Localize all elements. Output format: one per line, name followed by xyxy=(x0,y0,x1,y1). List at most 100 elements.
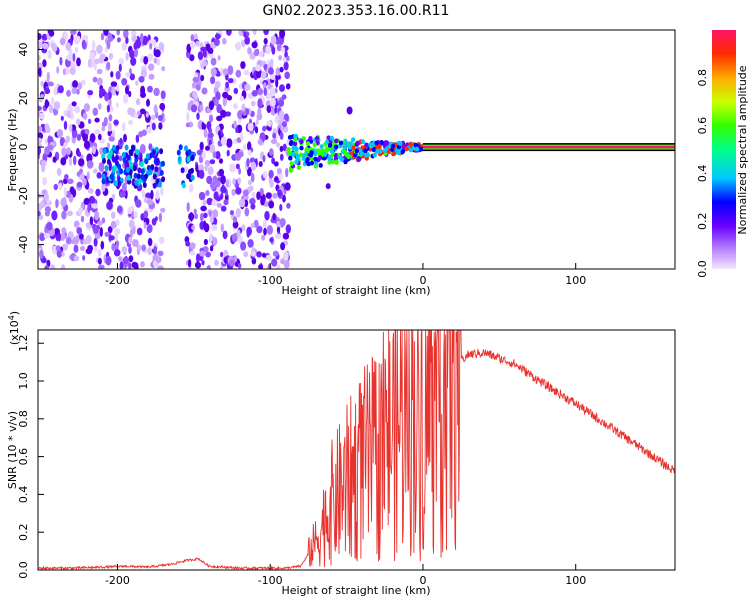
spectrogram-noise-blob xyxy=(250,203,256,210)
spectrogram-noise-blob xyxy=(203,128,208,138)
spectrogram-noise-blob xyxy=(195,40,200,47)
spectrogram-noise-blob xyxy=(95,188,101,197)
spectrogram-core-blob xyxy=(157,181,162,188)
spectrogram-noise-blob xyxy=(128,255,134,263)
spectrogram-noise-blob xyxy=(225,179,229,188)
spectrogram-noise-blob xyxy=(265,192,272,199)
spectrogram-noise-blob xyxy=(55,198,59,209)
spectrogram-noise-blob xyxy=(183,166,189,174)
spectrogram-noise-blob xyxy=(272,132,277,139)
spectrogram-noise-blob xyxy=(200,74,205,82)
spectrogram-noise-blob xyxy=(238,168,242,175)
spectrogram-noise-blob xyxy=(271,258,278,267)
spectrogram-noise-blob xyxy=(263,37,268,45)
spectrogram-noise-blob xyxy=(232,216,238,223)
spectrogram-noise-blob xyxy=(42,176,47,186)
spectrogram-noise-blob xyxy=(108,35,114,43)
spectrogram-core-blob xyxy=(124,144,129,151)
spectrogram-noise-blob xyxy=(129,73,135,81)
spectrogram-noise-blob xyxy=(113,249,121,257)
spectrogram-noise-blob xyxy=(152,39,157,48)
spectrogram-band-blob xyxy=(357,148,363,154)
spectrogram-noise-blob xyxy=(119,191,126,198)
spectrogram-core-blob xyxy=(190,174,195,181)
spectrogram-x-label: Height of straight line (km) xyxy=(281,284,430,297)
spectrogram-noise-blob xyxy=(153,87,160,97)
spectrogram-noise-blob xyxy=(157,250,164,257)
spectrogram-noise-blob xyxy=(244,199,249,208)
spectrogram-noise-blob xyxy=(185,241,191,247)
spectrogram-core-blob xyxy=(135,149,140,155)
spectrogram-noise-blob xyxy=(116,30,120,36)
spectrogram-noise-blob xyxy=(61,210,67,220)
spectrogram-noise-blob xyxy=(96,68,103,75)
spectrogram-noise-blob xyxy=(207,132,214,139)
spectrogram-noise-blob xyxy=(270,35,277,46)
spectrogram-noise-blob xyxy=(79,174,85,180)
spectrogram-noise-blob xyxy=(260,71,267,80)
spectrogram-noise-blob xyxy=(38,33,42,40)
spectrogram-noise-blob xyxy=(139,108,146,115)
spectrogram-noise-blob xyxy=(250,161,257,171)
spectrogram-noise-blob xyxy=(269,148,274,157)
spectrogram-noise-blob xyxy=(38,203,43,212)
spectrogram-noise-blob xyxy=(201,60,208,67)
spectrogram-noise-blob xyxy=(228,259,236,267)
spectrogram-noise-blob xyxy=(266,120,272,127)
spectrogram-noise-blob xyxy=(223,249,229,258)
spectrogram-core-blob xyxy=(152,149,156,156)
spectrogram-noise-blob xyxy=(223,199,229,206)
spectrogram-noise-blob xyxy=(128,236,133,245)
spectrogram-noise-blob xyxy=(220,67,224,76)
spectrogram-core-blob xyxy=(128,161,133,168)
spectrogram-band-blob xyxy=(313,151,318,157)
spectrogram-band-blob xyxy=(356,157,361,162)
spectrogram-noise-blob xyxy=(89,51,96,62)
spectrogram-core-blob xyxy=(101,178,106,185)
spectrogram-noise-blob xyxy=(59,138,64,147)
spectrogram-noise-blob xyxy=(138,76,145,83)
spectrogram-noise-blob xyxy=(91,203,98,209)
spectrogram-noise-blob xyxy=(127,120,134,125)
spectrogram-noise-blob xyxy=(155,256,162,264)
spectrogram-noise-blob xyxy=(232,233,236,242)
spectrogram-noise-blob xyxy=(186,43,192,53)
spectrogram-noise-blob xyxy=(81,39,86,49)
spectrogram-noise-blob xyxy=(222,91,229,99)
spectrogram-noise-blob xyxy=(157,114,163,122)
snr-x-ticks: -200 -100 0 100 xyxy=(105,564,586,587)
spectrogram-noise-blob xyxy=(119,261,124,269)
spectrogram-core-blob xyxy=(134,156,139,163)
spectrogram-noise-blob xyxy=(106,104,110,113)
spectrogram-noise-blob xyxy=(237,177,241,184)
spectrogram-noise-blob xyxy=(196,112,200,120)
snr-x-tick-label: 0 xyxy=(419,574,426,587)
spectrogram-noise-blob xyxy=(268,169,274,179)
spectrogram-noise-blob xyxy=(78,207,83,215)
spectrogram-noise-blob xyxy=(39,112,45,120)
spectrogram-noise-blob xyxy=(82,132,88,142)
spectrogram-band-blob xyxy=(364,152,369,158)
spectrogram-noise-blob xyxy=(76,57,81,67)
spectrogram-noise-blob xyxy=(201,259,205,266)
spectrogram-band-blob xyxy=(327,154,332,160)
spectrogram-noise-blob xyxy=(224,111,232,117)
spectrogram-band-blob xyxy=(286,147,291,152)
spectrogram-noise-blob xyxy=(206,264,211,269)
spectrogram-noise-blob xyxy=(198,169,205,179)
spectrogram-noise-blob xyxy=(279,153,284,161)
spectrogram-noise-blob xyxy=(96,77,103,86)
spectrogram-noise-blob xyxy=(241,224,246,232)
spectrogram-noise-blob xyxy=(202,49,207,58)
spectrogram-noise-blob xyxy=(98,91,103,99)
spectrogram-core-blob xyxy=(181,182,186,189)
colorbar-gradient xyxy=(712,30,736,269)
spectrogram-noise-blob xyxy=(195,84,201,91)
spectrogram-core-blob xyxy=(134,179,139,186)
spectrogram-noise-blob xyxy=(250,223,255,229)
spectrogram-noise-blob xyxy=(41,33,48,41)
spectrogram-noise-blob xyxy=(206,197,214,206)
spectrogram-noise-blob xyxy=(193,208,197,215)
spectrogram-noise-blob xyxy=(235,163,240,170)
spectrogram-noise-blob xyxy=(146,98,150,107)
